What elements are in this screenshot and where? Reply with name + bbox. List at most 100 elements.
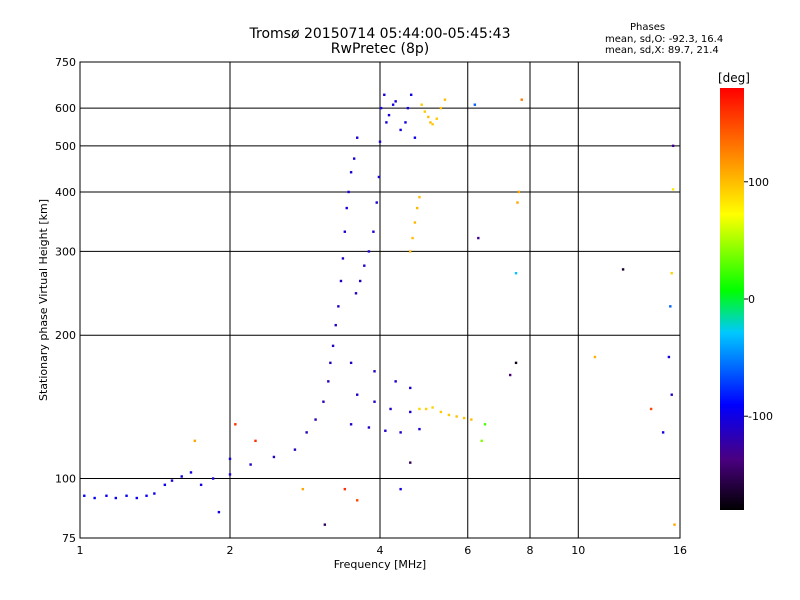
data-point	[372, 230, 375, 233]
data-point	[343, 487, 347, 491]
data-point	[455, 415, 458, 418]
data-point	[667, 355, 671, 359]
data-point	[379, 106, 383, 110]
data-point	[671, 188, 675, 191]
data-point	[670, 272, 673, 275]
x-axis-ticks: 1 2 4 6 8 10 16	[77, 544, 688, 557]
colorbar-label: [deg]	[718, 71, 750, 85]
data-point	[435, 117, 438, 120]
data-point	[429, 121, 432, 124]
data-point	[671, 144, 675, 148]
x-tick-label: 1	[77, 544, 84, 557]
data-point	[593, 355, 597, 359]
x-axis-label: Frequency [MHz]	[334, 558, 426, 571]
data-point	[415, 206, 419, 210]
data-point	[508, 373, 512, 377]
data-point	[418, 427, 421, 431]
data-point	[249, 463, 252, 466]
data-point	[514, 272, 518, 275]
data-point	[323, 523, 327, 526]
data-point	[418, 407, 421, 411]
data-point	[413, 136, 417, 139]
data-point	[343, 230, 347, 233]
data-point	[373, 400, 376, 403]
data-point	[670, 393, 673, 396]
y-tick-label: 300	[55, 245, 76, 258]
data-point	[389, 407, 392, 411]
data-point	[349, 171, 353, 174]
data-point	[420, 103, 423, 106]
data-point	[514, 361, 518, 365]
data-point	[355, 499, 359, 502]
data-point	[105, 494, 108, 497]
data-points	[83, 93, 676, 526]
data-point	[621, 268, 625, 271]
y-tick-label: 400	[55, 186, 76, 199]
data-point	[355, 393, 359, 396]
data-point	[83, 494, 86, 497]
data-point	[418, 195, 421, 199]
grid	[80, 62, 680, 538]
data-point	[170, 479, 174, 482]
data-point	[322, 400, 325, 403]
data-point	[349, 361, 353, 365]
y-axis-ticks: 75 100 200 300 400 500 600 750	[55, 56, 76, 545]
data-point	[329, 361, 332, 365]
data-point	[301, 487, 305, 491]
data-point	[439, 106, 443, 110]
data-point	[331, 344, 335, 348]
data-point	[378, 140, 382, 143]
data-point	[516, 201, 519, 204]
data-point	[411, 236, 414, 240]
data-point	[355, 136, 359, 139]
data-point	[477, 236, 480, 240]
colorbar-tick-label: -100	[748, 410, 773, 423]
data-point	[409, 250, 412, 253]
data-point	[341, 257, 345, 260]
y-tick-label: 200	[55, 329, 76, 342]
data-point	[383, 93, 386, 96]
data-point	[93, 496, 96, 500]
data-point	[193, 439, 197, 443]
data-point	[387, 113, 391, 117]
y-axis-label: Stationary phase Virtual Height [km]	[37, 199, 50, 401]
stats-heading: Phases	[630, 22, 666, 33]
x-tick-label: 2	[227, 544, 234, 557]
data-point	[189, 471, 193, 474]
x-tick-label: 4	[377, 544, 384, 557]
data-point	[470, 418, 473, 421]
data-point	[391, 103, 395, 106]
data-point	[375, 201, 378, 204]
data-point	[669, 305, 672, 308]
data-point	[483, 423, 487, 426]
data-point	[443, 98, 447, 101]
data-point	[305, 431, 308, 434]
data-point	[339, 279, 343, 283]
colorbar-tick-label: 0	[748, 293, 755, 306]
data-point	[334, 323, 337, 327]
plot-frame	[79, 61, 681, 539]
data-point	[217, 510, 221, 514]
data-point	[473, 103, 477, 106]
y-tick-label: 600	[55, 102, 76, 115]
stats-o-mode: mean, sd,O: -92.3, 16.4	[605, 34, 724, 45]
data-point	[337, 305, 340, 308]
chart-subtitle: RwPretec (8p)	[330, 41, 430, 57]
data-point	[649, 407, 653, 411]
chart-title: Tromsø 20150714 05:44:00-05:45:43	[249, 26, 511, 42]
data-point	[125, 494, 128, 497]
data-point	[211, 477, 215, 480]
data-point	[114, 496, 118, 500]
data-point	[358, 279, 362, 283]
data-point	[423, 110, 426, 113]
data-point	[145, 494, 148, 497]
data-point	[404, 121, 407, 124]
data-point	[427, 115, 430, 119]
x-tick-label: 6	[464, 544, 471, 557]
data-point	[673, 523, 676, 526]
data-point	[385, 121, 388, 124]
colorbar-ticks: 100 0 -100	[744, 176, 773, 423]
data-point	[480, 439, 483, 443]
data-point	[272, 455, 276, 459]
